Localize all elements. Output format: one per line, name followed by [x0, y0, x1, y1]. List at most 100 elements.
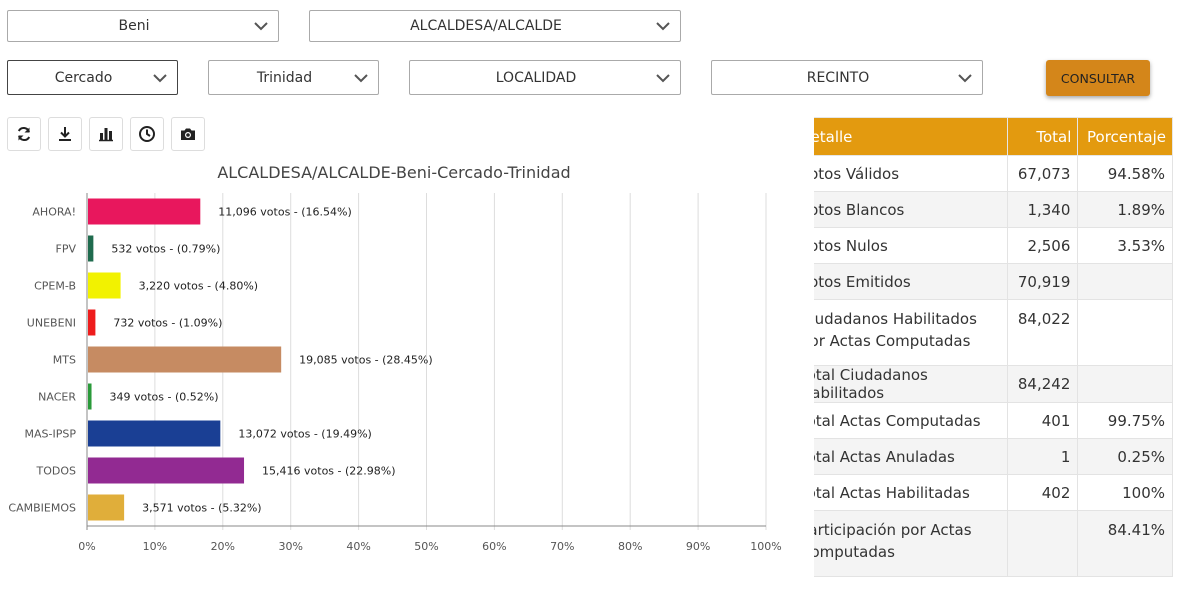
table-header-row: Detalle Total Porcentaje	[814, 117, 1173, 156]
row-detalle: Total Ciudadanos Habilitados	[814, 365, 1008, 403]
table-row: Total Actas Computadas 401 99.75%	[814, 402, 1173, 439]
row-detalle: Votos Válidos	[814, 155, 1008, 192]
bar[interactable]	[88, 346, 282, 373]
localidad-value: LOCALIDAD	[495, 69, 577, 86]
chart-button[interactable]	[89, 117, 123, 151]
bar-value-label: 3,220 votos - (4.80%)	[139, 280, 258, 293]
x-tick-label: 80%	[618, 540, 642, 553]
chart-category-labels: AHORA! FPV CPEM-B UNEBENI MTS NACER MAS-IPSP TO…	[8, 206, 76, 515]
table-row: Total Actas Habilitadas 402 100%	[814, 474, 1173, 511]
row-detalle: Total Actas Habilitadas	[814, 474, 1008, 511]
refresh-icon	[17, 127, 31, 141]
history-button[interactable]	[130, 117, 164, 151]
category-label: MAS-IPSP	[25, 428, 77, 441]
bar-value-label: 15,416 votos - (22.98%)	[262, 465, 396, 478]
header-porcentaje[interactable]: Porcentaje	[1077, 117, 1173, 156]
table-row: Total Ciudadanos Habilitados 84,242	[814, 365, 1173, 403]
row-porcentaje	[1077, 365, 1173, 403]
chevron-down-icon	[354, 74, 368, 83]
results-table-container: Detalle Total Porcentaje Votos Válidos 6…	[814, 117, 1195, 587]
departamento-select[interactable]: Beni	[7, 10, 279, 42]
localidad-select[interactable]: LOCALIDAD	[409, 60, 681, 95]
results-table: Detalle Total Porcentaje Votos Válidos 6…	[814, 117, 1173, 577]
bar-value-label: 11,096 votos - (16.54%)	[218, 206, 351, 219]
category-label: FPV	[56, 243, 77, 256]
row-detalle: Votos Blancos	[814, 191, 1008, 228]
row-porcentaje: 0.25%	[1077, 438, 1173, 475]
row-total	[1006, 510, 1079, 577]
header-total[interactable]: Total	[1006, 117, 1079, 156]
bar-value-label: 532 votos - (0.79%)	[111, 243, 220, 256]
bar[interactable]	[88, 457, 245, 484]
chevron-down-icon	[958, 74, 972, 83]
table-row: Participación por Actas Computadas 84.41…	[814, 510, 1173, 577]
x-tick-label: 70%	[550, 540, 574, 553]
row-detalle: Participación por Actas Computadas	[814, 510, 1008, 577]
bar[interactable]	[88, 235, 94, 262]
departamento-value: Beni	[118, 18, 150, 34]
municipio-value: Trinidad	[256, 69, 313, 86]
row-porcentaje: 84.41%	[1077, 510, 1173, 577]
cargo-select[interactable]: ALCALDESA/ALCALDE	[309, 10, 681, 42]
table-row: Votos Nulos 2,506 3.53%	[814, 227, 1173, 264]
chart-title: ALCALDESA/ALCALDE-Beni-Cercado-Trinidad	[217, 163, 570, 182]
consultar-button[interactable]: CONSULTAR	[1046, 60, 1150, 96]
table-row: Ciudadanos Habilitados por Actas Computa…	[814, 299, 1173, 366]
table-row: Votos Emitidos 70,919	[814, 263, 1173, 300]
camera-icon	[181, 128, 195, 140]
download-icon	[59, 127, 71, 141]
bar[interactable]	[88, 494, 125, 521]
bar-value-label: 732 votos - (1.09%)	[113, 317, 222, 330]
category-label: TODOS	[36, 465, 77, 478]
table-row: Votos Blancos 1,340 1.89%	[814, 191, 1173, 228]
provincia-select[interactable]: Cercado	[7, 60, 178, 95]
clock-icon	[139, 126, 155, 142]
header-detalle[interactable]: Detalle	[814, 117, 1008, 156]
category-label: UNEBENI	[27, 317, 76, 330]
x-tick-label: 30%	[278, 540, 302, 553]
bar[interactable]	[88, 272, 121, 299]
bar[interactable]	[88, 309, 96, 336]
vote-bar-chart: ALCALDESA/ALCALDE-Beni-Cercado-Trinidad …	[8, 163, 782, 553]
row-total: 84,022	[1006, 299, 1079, 366]
bar-value-label: 3,571 votos - (5.32%)	[142, 502, 262, 515]
row-detalle: Total Actas Anuladas	[814, 438, 1008, 475]
x-tick-label: 0%	[78, 540, 95, 553]
bar-chart-icon	[99, 128, 113, 142]
recinto-select[interactable]: RECINTO	[711, 60, 983, 95]
bar-value-label: 19,085 votos - (28.45%)	[299, 354, 433, 367]
chart-data-labels: 11,096 votos - (16.54%) 532 votos - (0.79…	[110, 206, 433, 515]
row-porcentaje	[1077, 299, 1173, 366]
municipio-select[interactable]: Trinidad	[208, 60, 379, 95]
cargo-value: ALCALDESA/ALCALDE	[410, 18, 562, 34]
chevron-down-icon	[153, 74, 167, 83]
row-porcentaje: 3.53%	[1077, 227, 1173, 264]
x-tick-label: 40%	[346, 540, 370, 553]
screenshot-button[interactable]	[171, 117, 205, 151]
bar[interactable]	[88, 383, 92, 410]
category-label: CPEM-B	[34, 280, 76, 293]
download-button[interactable]	[48, 117, 82, 151]
row-total: 402	[1006, 474, 1079, 511]
row-total: 2,506	[1006, 227, 1079, 264]
chart-x-axis: 0% 10% 20% 30% 40% 50% 60% 70% 80% 90% 100%	[78, 525, 782, 553]
refresh-button[interactable]	[7, 117, 41, 151]
row-porcentaje: 1.89%	[1077, 191, 1173, 228]
table-row: Votos Válidos 67,073 94.58%	[814, 155, 1173, 192]
row-total: 84,242	[1006, 365, 1079, 403]
row-porcentaje: 99.75%	[1077, 402, 1173, 439]
x-tick-label: 20%	[211, 540, 235, 553]
x-tick-label: 50%	[414, 540, 438, 553]
row-total: 1,340	[1006, 191, 1079, 228]
provincia-value: Cercado	[54, 69, 113, 86]
recinto-value: RECINTO	[806, 69, 870, 86]
bar[interactable]	[88, 198, 201, 225]
category-label: MTS	[53, 354, 76, 367]
x-tick-label: 90%	[686, 540, 710, 553]
bar[interactable]	[88, 420, 221, 447]
row-total: 1	[1006, 438, 1079, 475]
x-tick-label: 60%	[482, 540, 506, 553]
x-tick-label: 100%	[750, 540, 781, 553]
chart-gridlines	[86, 193, 767, 530]
table-row: Total Actas Anuladas 1 0.25%	[814, 438, 1173, 475]
